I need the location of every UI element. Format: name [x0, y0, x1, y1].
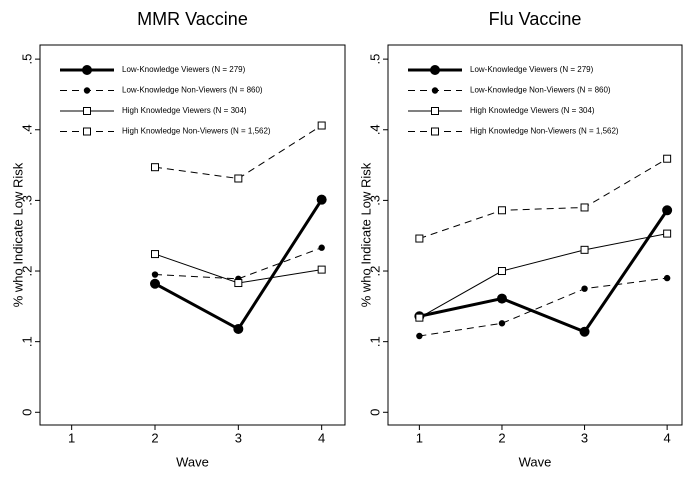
legend-label: High Knowledge Non-Viewers (N = 1,562) — [122, 127, 271, 136]
marker — [581, 285, 588, 292]
y-tick-label: .3 — [367, 195, 382, 206]
legend-marker — [431, 87, 439, 94]
y-tick-label: .2 — [19, 266, 34, 277]
x-tick-label: 1 — [68, 430, 75, 445]
legend-marker — [83, 107, 91, 115]
x-tick-label: 3 — [581, 430, 588, 445]
legend-symbol — [431, 87, 439, 94]
legend-symbol — [83, 87, 91, 94]
legend-symbol — [83, 107, 91, 115]
y-tick-label: .4 — [19, 124, 34, 135]
series-line — [419, 277, 668, 337]
marker — [415, 234, 424, 243]
marker — [233, 323, 244, 334]
marker — [663, 229, 672, 238]
series-line — [419, 158, 668, 240]
marker — [151, 250, 159, 259]
marker — [663, 274, 671, 282]
legend-symbol — [82, 65, 92, 75]
y-tick-label: .4 — [367, 124, 382, 135]
marker — [318, 244, 325, 251]
y-tick-label: 0 — [367, 409, 382, 416]
chart-title: Flu Vaccine — [489, 9, 582, 29]
legend-marker — [431, 107, 439, 115]
x-tick-label: 4 — [318, 430, 325, 445]
y-tick-label: 0 — [19, 409, 34, 416]
legend-symbol — [430, 65, 440, 75]
legend-label: High Knowledge Viewers (N = 304) — [470, 106, 595, 115]
marker — [151, 163, 159, 172]
y-tick-label: .5 — [19, 54, 34, 65]
marker — [416, 332, 423, 340]
legend-marker — [83, 87, 91, 94]
y-tick-label: .3 — [19, 195, 34, 206]
legend-marker — [83, 127, 91, 136]
legend-marker — [430, 65, 440, 75]
legend-symbol — [431, 107, 439, 115]
series-line — [154, 247, 322, 280]
marker — [415, 313, 424, 322]
marker — [150, 278, 160, 289]
series-line — [419, 233, 668, 319]
x-axis-label: Wave — [519, 454, 552, 469]
y-tick-label: .1 — [367, 336, 382, 347]
marker — [316, 194, 327, 205]
y-axis-label: % who Indicate Low Risk — [358, 162, 373, 307]
legend-label: High Knowledge Non-Viewers (N = 1,562) — [470, 127, 619, 136]
x-tick-label: 2 — [151, 430, 158, 445]
legend-symbol — [431, 127, 439, 136]
marker — [317, 265, 326, 274]
marker — [498, 320, 506, 327]
x-tick-label: 4 — [664, 430, 671, 445]
legend-marker — [82, 65, 92, 75]
series-line — [419, 209, 669, 334]
marker — [234, 279, 243, 288]
legend-label: Low-Knowledge Viewers (N = 279) — [122, 65, 246, 74]
marker — [497, 206, 506, 215]
x-tick-label: 2 — [498, 430, 505, 445]
marker — [151, 271, 159, 278]
marker — [497, 267, 506, 276]
y-tick-label: .5 — [367, 54, 382, 65]
plot-frame — [39, 44, 346, 426]
x-tick-label: 1 — [416, 430, 423, 445]
marker — [496, 293, 507, 304]
panel: MMR Vaccine 0 .1 .2 .3 .4 .5 1 2 3 4 Wave % who Indi… — [10, 9, 346, 469]
series-line — [154, 198, 323, 331]
y-tick-label: .1 — [19, 336, 34, 347]
legend-label: Low-Knowledge Non-Viewers (N = 860) — [470, 86, 611, 95]
marker — [579, 326, 590, 337]
y-tick-label: .2 — [367, 266, 382, 277]
x-tick-label: 3 — [235, 430, 242, 445]
y-axis-label: % who Indicate Low Risk — [10, 162, 25, 307]
chart-title: MMR Vaccine — [137, 9, 248, 29]
legend-label: Low-Knowledge Non-Viewers (N = 860) — [122, 86, 263, 95]
marker — [317, 121, 326, 130]
panel: Flu Vaccine 0 .1 .2 .3 .4 .5 1 2 3 4 Wave % who Indi… — [358, 9, 683, 469]
plot-frame — [387, 44, 683, 426]
marker — [580, 203, 589, 212]
marker — [662, 205, 673, 216]
legend-label: High Knowledge Viewers (N = 304) — [122, 106, 247, 115]
marker — [234, 174, 243, 183]
x-axis-label: Wave — [176, 454, 209, 469]
legend-label: Low-Knowledge Viewers (N = 279) — [470, 65, 594, 74]
legend-symbol — [83, 127, 91, 136]
legend-marker — [431, 127, 439, 136]
marker — [663, 154, 672, 163]
marker — [580, 245, 589, 254]
